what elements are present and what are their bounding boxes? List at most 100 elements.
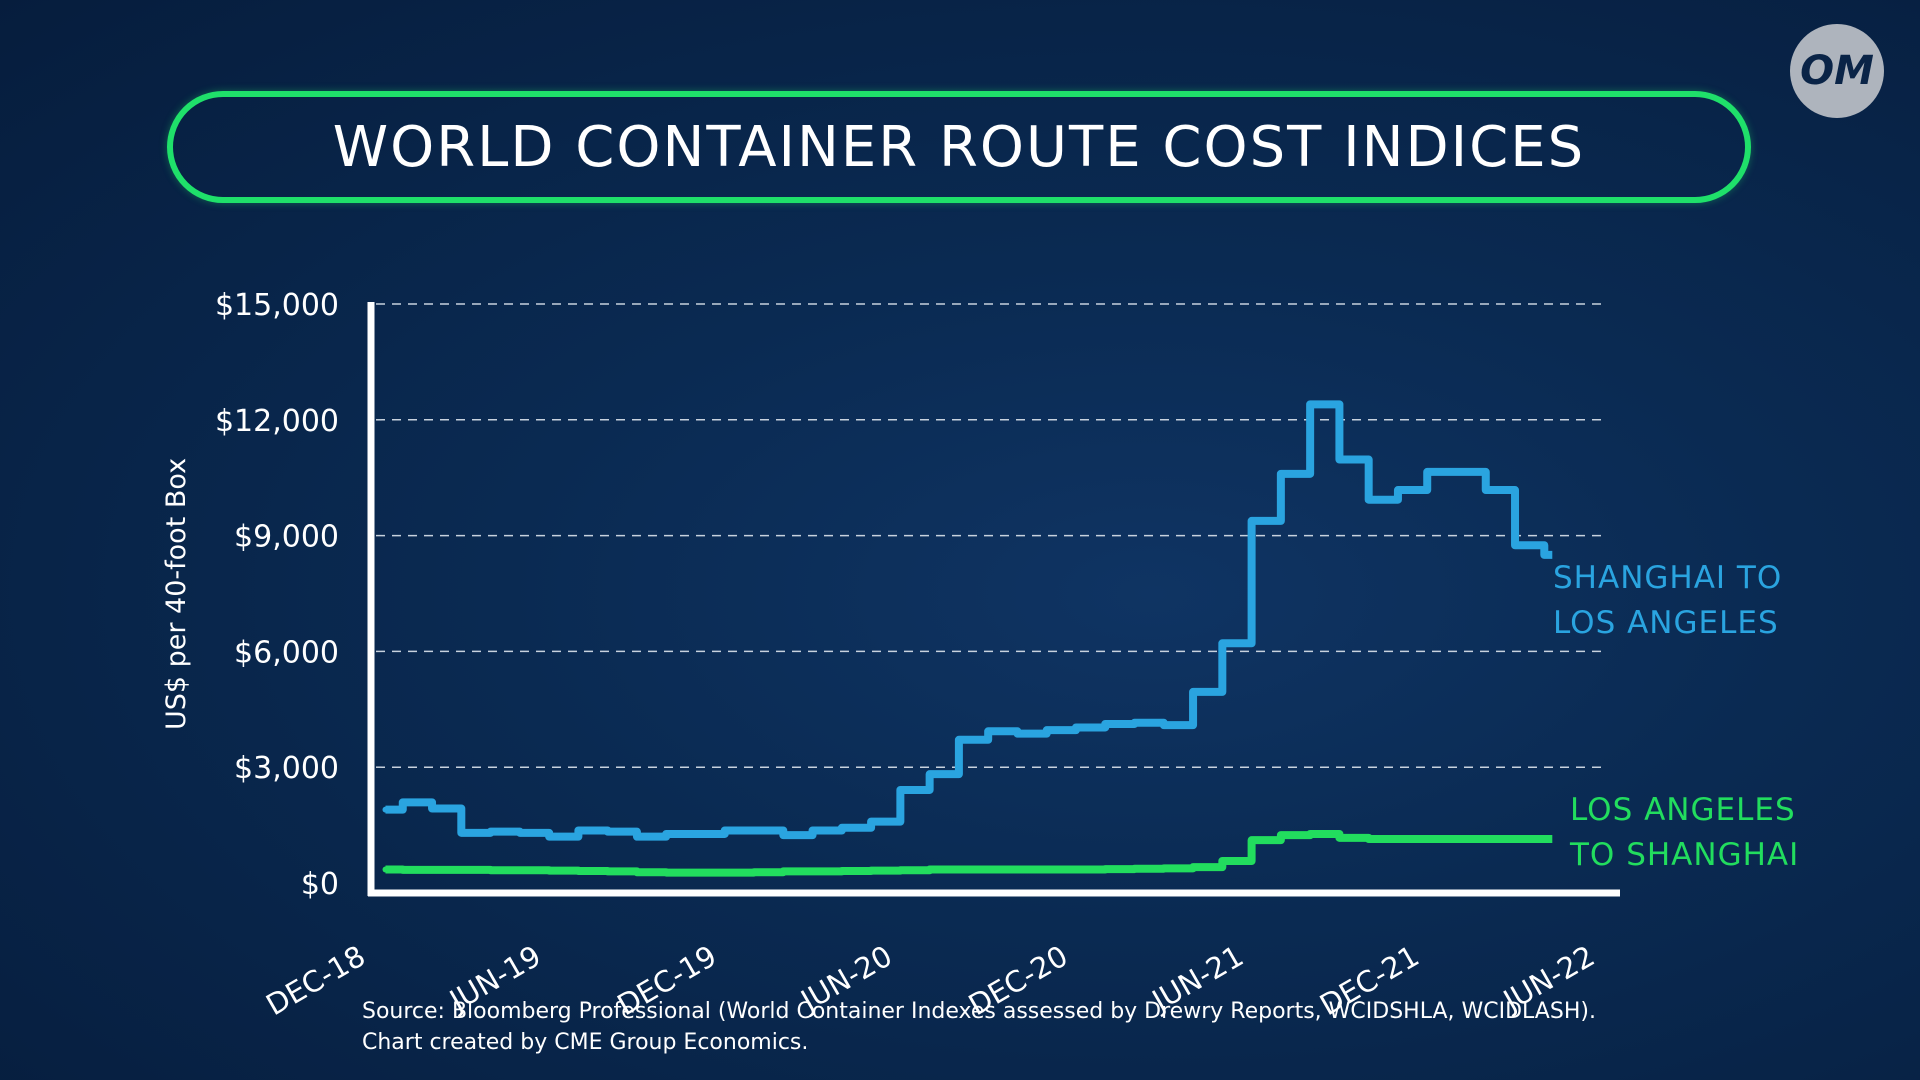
data-point [575, 827, 582, 834]
credit-line: Chart created by CME Group Economics. [362, 1030, 809, 1055]
source-line: Source: Bloomberg Professional (World Co… [362, 999, 1596, 1024]
data-point [382, 866, 389, 873]
data-point [1453, 468, 1460, 475]
data-point [458, 829, 465, 836]
data-point [926, 866, 933, 873]
chart-title: WORLD CONTAINER ROUTE COST INDICES [332, 114, 1586, 180]
data-point [429, 866, 436, 873]
data-point [1277, 832, 1284, 839]
y-tick-label: $0 [301, 867, 339, 902]
data-point [1072, 866, 1079, 873]
data-point [1424, 835, 1431, 842]
data-point [1307, 830, 1314, 837]
data-point [1307, 401, 1314, 408]
source-note: Source: Bloomberg Professional (World Co… [362, 996, 1596, 1058]
data-point [926, 771, 933, 778]
data-point [1277, 470, 1284, 477]
data-point [1014, 866, 1021, 873]
data-point [721, 869, 728, 876]
data-point [897, 867, 904, 874]
data-point [1190, 864, 1197, 871]
data-point [1541, 551, 1548, 558]
data-point [1160, 722, 1167, 729]
data-point [575, 868, 582, 875]
data-point [809, 868, 816, 875]
data-point [1482, 835, 1489, 842]
data-point [838, 824, 845, 831]
data-point [985, 866, 992, 873]
om-logo: OM [1790, 24, 1884, 118]
data-point [487, 867, 494, 874]
series-label-la-shanghai: LOS ANGELES TO SHANGHAI [1570, 788, 1799, 878]
data-point [780, 868, 787, 875]
data-point [546, 833, 553, 840]
data-point [809, 827, 816, 834]
data-point [1512, 542, 1519, 549]
y-axis-title: US$ per 40-foot Box [161, 458, 192, 730]
data-point [751, 869, 758, 876]
series-label-shanghai-la: SHANGHAI TO LOS ANGELES [1553, 556, 1782, 646]
data-point [1131, 865, 1138, 872]
data-point [1102, 866, 1109, 873]
data-point [955, 866, 962, 873]
y-tick-label: $6,000 [234, 635, 339, 670]
data-point [633, 869, 640, 876]
data-point [1248, 837, 1255, 844]
data-point [751, 827, 758, 834]
data-point [1160, 865, 1167, 872]
data-point [633, 833, 640, 840]
data-point [516, 867, 523, 874]
y-tick-label: $15,000 [215, 288, 339, 323]
data-point [429, 805, 436, 812]
data-point [516, 829, 523, 836]
data-point [1102, 720, 1109, 727]
data-point [399, 799, 406, 806]
x-tick-label: DEC-18 [260, 939, 371, 1023]
data-point [604, 868, 611, 875]
data-point [838, 868, 845, 875]
data-point [1512, 835, 1519, 842]
series-line-shanghai-la [385, 400, 1553, 841]
data-point [780, 832, 787, 839]
data-point [868, 818, 875, 825]
data-point [399, 866, 406, 873]
title-banner: WORLD CONTAINER ROUTE COST INDICES [167, 91, 1751, 203]
data-point [1072, 724, 1079, 731]
data-point [955, 736, 962, 743]
data-point [1453, 835, 1460, 842]
data-point [1365, 496, 1372, 503]
data-point [1424, 468, 1431, 475]
y-tick-label: $12,000 [215, 404, 339, 439]
data-point [721, 827, 728, 834]
data-point [1219, 857, 1226, 864]
series-label-line: LOS ANGELES [1553, 605, 1779, 641]
data-point [985, 728, 992, 735]
data-point [1365, 835, 1372, 842]
data-point [487, 828, 494, 835]
data-point [1014, 730, 1021, 737]
data-point [1219, 640, 1226, 647]
data-point [1394, 835, 1401, 842]
data-point [458, 866, 465, 873]
data-point [1043, 727, 1050, 734]
data-point [868, 867, 875, 874]
data-point [1336, 456, 1343, 463]
data-point [692, 869, 699, 876]
data-point [663, 830, 670, 837]
y-tick-label: $9,000 [234, 520, 339, 555]
data-point [1482, 487, 1489, 494]
data-point [897, 786, 904, 793]
data-point [1043, 866, 1050, 873]
series-label-line: LOS ANGELES [1570, 792, 1796, 828]
series-label-line: SHANGHAI TO [1553, 560, 1783, 596]
y-tick-label: $3,000 [234, 751, 339, 786]
data-point [663, 869, 670, 876]
data-point [1336, 834, 1343, 841]
data-point [1248, 517, 1255, 524]
data-point [604, 828, 611, 835]
data-point [1190, 688, 1197, 695]
data-point [1131, 719, 1138, 726]
data-point [382, 806, 389, 813]
data-point [1541, 835, 1548, 842]
